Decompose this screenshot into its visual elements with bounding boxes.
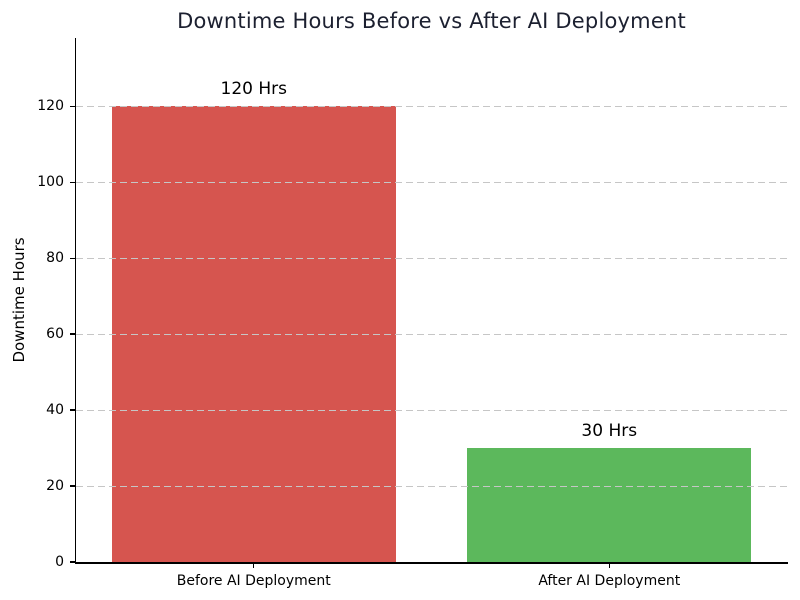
y-axis-spine — [74, 38, 76, 564]
chart-title: Downtime Hours Before vs After AI Deploy… — [177, 9, 686, 33]
bar-value-label: 120 Hrs — [220, 79, 287, 100]
y-tick-mark — [70, 561, 76, 563]
gridline — [76, 485, 789, 487]
y-tick-label: 80 — [46, 250, 64, 267]
gridline — [76, 333, 789, 335]
x-tick-mark — [253, 562, 255, 568]
y-tick-label: 40 — [46, 402, 64, 419]
x-axis-spine — [74, 562, 788, 564]
bar — [467, 448, 752, 562]
y-tick-label: 100 — [37, 174, 64, 191]
y-tick-mark — [70, 105, 76, 108]
x-tick-label: After AI Deployment — [538, 573, 681, 589]
bar-value-label: 30 Hrs — [581, 421, 638, 442]
y-tick-mark — [70, 257, 76, 259]
y-tick-label: 60 — [46, 326, 64, 343]
y-tick-mark — [70, 333, 76, 335]
gridline — [76, 409, 789, 411]
x-tick-mark — [608, 562, 610, 568]
y-tick-label: 120 — [37, 98, 64, 115]
y-tick-label: 20 — [46, 478, 64, 495]
y-tick-mark — [70, 181, 76, 183]
y-tick-label: 0 — [55, 554, 64, 570]
y-tick-mark — [70, 409, 76, 411]
gridline — [76, 105, 789, 107]
gridline — [76, 257, 789, 259]
gridline — [76, 181, 789, 183]
y-tick-mark — [70, 485, 76, 487]
plot-area: 0 20 40 60 80 100 120 120 Hrs Before AI Deployme… — [37, 38, 789, 589]
x-tick-label: Before AI Deployment — [176, 573, 331, 589]
